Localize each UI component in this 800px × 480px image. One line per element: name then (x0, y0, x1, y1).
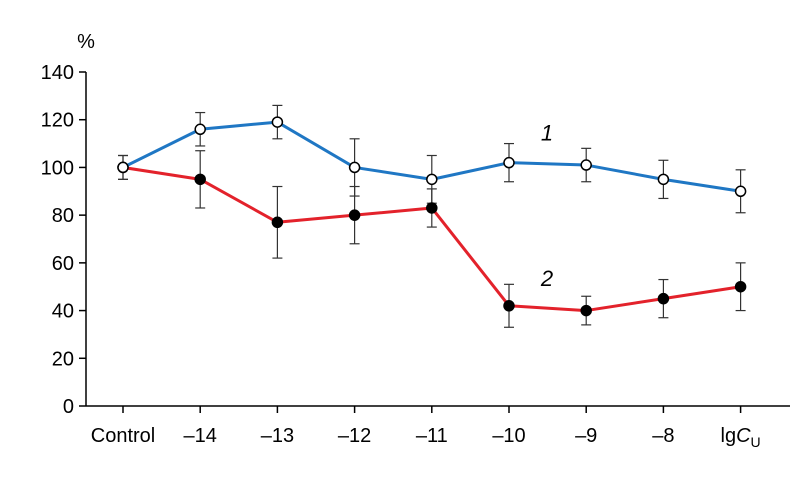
y-tick-label: 60 (52, 253, 74, 275)
series-1-point (194, 123, 206, 136)
series-1-label: 1 (541, 121, 553, 146)
series-markers (117, 116, 747, 317)
series-2-point (580, 304, 592, 317)
x-tick-label: –12 (338, 425, 371, 447)
x-tick-label-subscript: U (751, 434, 761, 450)
series-2-point (426, 202, 438, 214)
y-tick-label: 120 (41, 110, 74, 132)
series-2-label: 2 (540, 266, 553, 291)
series-2-point (271, 216, 284, 229)
series-2-point (348, 209, 361, 221)
series-1-point (503, 156, 515, 169)
series-1-point (580, 159, 592, 171)
series-1-point (117, 161, 129, 174)
x-tick-label: –10 (492, 425, 525, 447)
error-bars (118, 104, 746, 328)
series-2-point (194, 173, 206, 186)
x-tick-label: Control (91, 425, 155, 447)
x-axis-ticks: Control –14 –13 –12 –11 –10 –9 –8 lgCU (91, 406, 761, 450)
series-1-point (657, 173, 670, 186)
series-2-point (657, 292, 670, 305)
y-tick-label: 100 (41, 157, 74, 179)
y-axis-unit-label: % (77, 31, 95, 53)
series-1-point (271, 116, 284, 128)
x-tick-label: –14 (184, 425, 217, 447)
y-tick-label: 80 (52, 205, 74, 227)
y-tick-label: 0 (63, 396, 74, 418)
series-2-point (734, 280, 747, 293)
series-1-point (348, 161, 361, 174)
y-tick-label: 140 (41, 62, 74, 84)
x-tick-label: –13 (261, 425, 294, 447)
y-tick-label: 40 (52, 301, 74, 323)
series-2-point (503, 300, 515, 312)
x-tick-label: –8 (652, 425, 674, 447)
y-axis-ticks: 0 20 40 60 80 100 120 140 (41, 62, 86, 418)
series-1-point (734, 185, 747, 198)
x-tick-label: lgCU (721, 425, 761, 450)
y-tick-label: 20 (52, 348, 74, 370)
x-tick-label: –9 (575, 425, 597, 447)
axes (85, 72, 790, 407)
x-tick-label: –11 (416, 425, 448, 447)
series-1-point (426, 173, 438, 186)
series-tags: 12 (540, 121, 553, 291)
